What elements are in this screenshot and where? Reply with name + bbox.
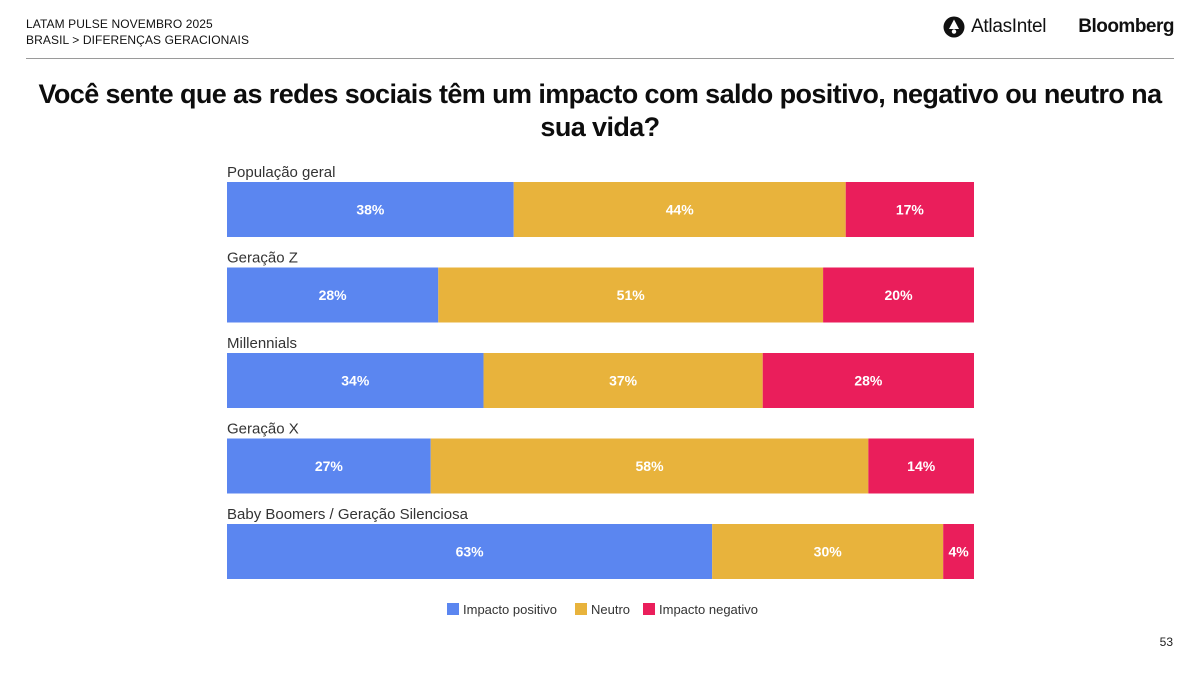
data-label-neutral: 51% xyxy=(617,287,646,303)
data-label-positive: 28% xyxy=(319,287,348,303)
bar-positive xyxy=(227,524,713,579)
data-label-negative: 17% xyxy=(896,202,925,218)
page-number: 53 xyxy=(1159,635,1173,649)
chart-title: Você sente que as redes sociais têm um i… xyxy=(38,79,1162,142)
legend-swatch-negative xyxy=(643,603,655,615)
bar-positive xyxy=(227,438,431,494)
atlasintel-name: AtlasIntel xyxy=(971,16,1047,37)
bar-negative xyxy=(943,524,974,579)
data-label-negative: 14% xyxy=(907,458,936,474)
bar-neutral xyxy=(430,438,869,494)
bar-neutral xyxy=(438,267,824,323)
data-label-positive: 38% xyxy=(356,202,385,218)
bar-positive xyxy=(227,182,514,237)
report-name: LATAM PULSE NOVEMBRO 2025 xyxy=(26,17,213,31)
data-label-neutral: 37% xyxy=(609,373,638,389)
header-divider xyxy=(26,58,1174,59)
bar-positive xyxy=(227,353,484,408)
bar-neutral xyxy=(483,353,763,408)
legend-label-negative: Impacto negativo xyxy=(659,602,758,617)
legend-swatch-neutral xyxy=(575,603,587,615)
bar-negative xyxy=(845,182,974,237)
bar-neutral xyxy=(712,524,944,579)
category-label: Geração Z xyxy=(227,250,298,267)
bloomberg-logo: Bloomberg xyxy=(1078,16,1174,37)
bar-negative xyxy=(762,353,974,408)
report-section: BRASIL > DIFERENÇAS GERACIONAIS xyxy=(26,33,250,47)
atlasintel-logo: AtlasIntel xyxy=(943,16,1047,38)
category-label: Millennials xyxy=(227,335,297,352)
data-label-neutral: 58% xyxy=(636,458,665,474)
bar-positive xyxy=(227,267,439,323)
legend-label-neutral: Neutro xyxy=(591,602,630,617)
report-header: LATAM PULSE NOVEMBRO 2025 BRASIL > DIFER… xyxy=(26,16,249,48)
data-label-negative: 28% xyxy=(854,373,883,389)
data-label-positive: 63% xyxy=(456,544,485,560)
data-label-positive: 34% xyxy=(341,373,370,389)
bar-neutral xyxy=(513,182,846,237)
bar-negative xyxy=(868,438,974,494)
category-label: Baby Boomers / Geração Silenciosa xyxy=(227,506,469,523)
atlas-mark-icon xyxy=(943,16,965,38)
bar-negative xyxy=(823,267,974,323)
data-label-negative: 4% xyxy=(948,544,969,560)
data-label-neutral: 44% xyxy=(666,202,695,218)
data-label-negative: 20% xyxy=(885,287,914,303)
category-label: Geração X xyxy=(227,421,299,438)
legend-label-positive: Impacto positivo xyxy=(463,602,557,617)
legend-swatch-positive xyxy=(447,603,459,615)
category-label: População geral xyxy=(227,164,335,181)
data-label-neutral: 30% xyxy=(814,544,843,560)
data-label-positive: 27% xyxy=(315,458,344,474)
brand-logos: AtlasIntel Bloomberg xyxy=(943,16,1174,38)
